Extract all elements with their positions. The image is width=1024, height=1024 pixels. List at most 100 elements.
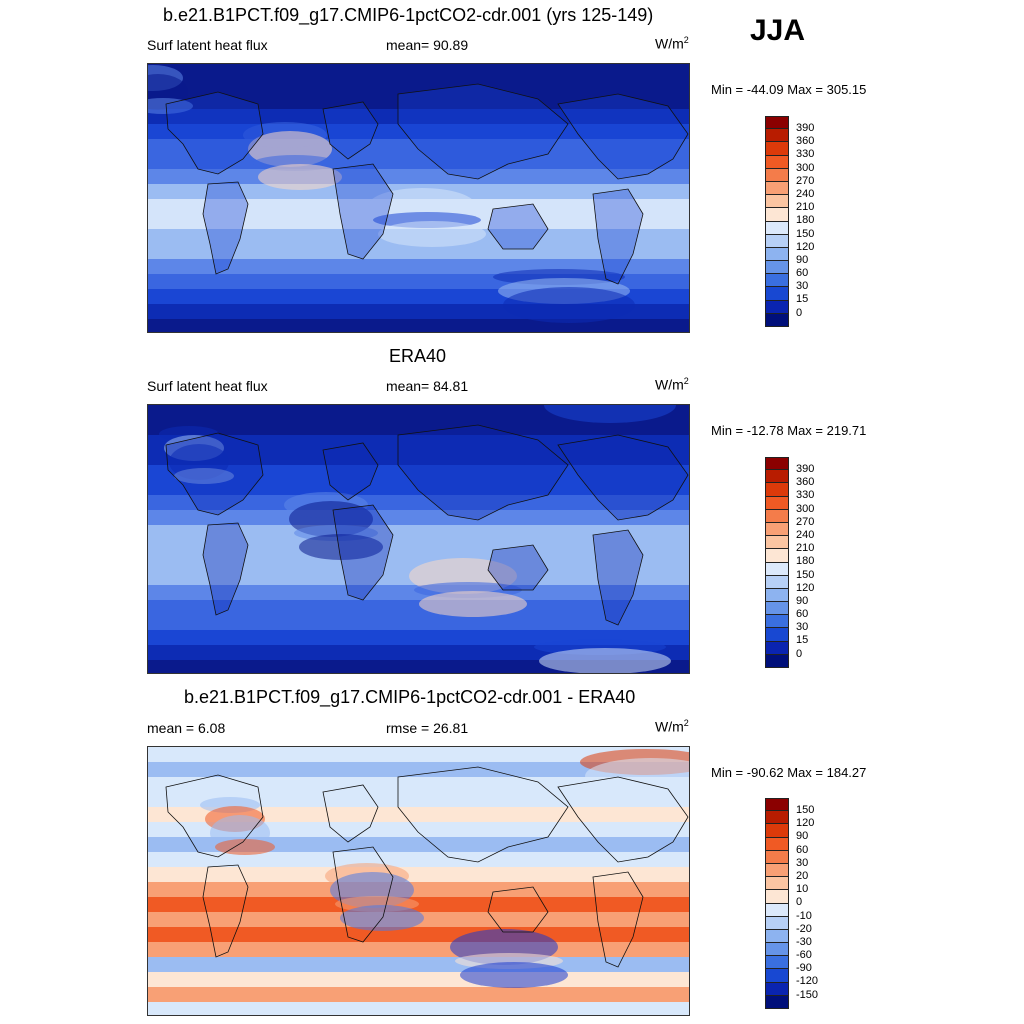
panel-3-mean: mean = 6.08: [147, 720, 226, 736]
colorbar-tick-label: 210: [796, 201, 815, 214]
colorbar-tick-label: 90: [796, 594, 809, 607]
field-band: [148, 852, 689, 868]
colorbar-swatch: [765, 575, 789, 589]
panel-3-map-svg: [148, 747, 689, 1015]
colorbar-tick-label: 20: [796, 869, 809, 882]
panel-2-map-svg: [148, 405, 689, 673]
panel-1-colorbar: [765, 116, 789, 327]
colorbar-tick-label: 120: [796, 581, 815, 594]
coastline: [165, 774, 264, 858]
colorbar-tick-label: 30: [796, 280, 809, 293]
field-patch: [539, 648, 671, 673]
colorbar-swatch: [765, 850, 789, 864]
colorbar-tick-label: 90: [796, 830, 809, 843]
colorbar-tick-label: 10: [796, 883, 809, 896]
field-band: [148, 540, 689, 556]
colorbar-tick-label: 240: [796, 187, 815, 200]
colorbar-swatch: [765, 116, 789, 130]
colorbar-tick-label: 180: [796, 555, 815, 568]
field-patch: [544, 405, 676, 423]
colorbar-tick-label: 0: [796, 647, 803, 660]
colorbar-swatch: [765, 247, 789, 262]
coastline: [332, 504, 394, 601]
panel-3-colorbar: [765, 798, 789, 1009]
coastline: [487, 544, 549, 591]
colorbar-swatch: [765, 641, 789, 655]
panel-2-units: W/m2: [655, 376, 689, 393]
colorbar-swatch: [765, 562, 789, 576]
panel-2-title: ERA40: [389, 346, 447, 366]
colorbar-tick-label: 240: [796, 528, 815, 541]
colorbar-swatch: [765, 654, 789, 668]
colorbar-tick-label: 60: [796, 843, 809, 856]
field-patch: [174, 468, 234, 484]
colorbar-tick-label: 30: [796, 856, 809, 869]
colorbar-swatch: [765, 313, 789, 327]
panel-1-minmax: Min = -44.09 Max = 305.15: [711, 82, 867, 97]
field-band: [148, 94, 689, 110]
colorbar-swatch: [765, 509, 789, 523]
colorbar-swatch: [765, 142, 789, 156]
colorbar-swatch: [765, 536, 789, 550]
colorbar-tick-label: 30: [796, 621, 809, 634]
colorbar-swatch: [765, 155, 789, 169]
colorbar-swatch: [765, 628, 789, 642]
field-band: [148, 1002, 689, 1015]
field-band: [148, 495, 689, 511]
colorbar-tick-label: 330: [796, 489, 815, 502]
field-band: [148, 987, 689, 1003]
field-band: [148, 762, 689, 778]
colorbar-swatch: [765, 300, 789, 314]
colorbar-swatch: [765, 929, 789, 944]
colorbar-swatch: [765, 483, 789, 497]
colorbar-swatch: [765, 824, 789, 838]
panel-3-units: W/m2: [655, 718, 689, 735]
colorbar-swatch: [765, 615, 789, 629]
panel-1-map: [147, 63, 690, 333]
field-patch: [585, 758, 689, 794]
colorbar-swatch: [765, 129, 789, 143]
field-patch: [299, 534, 383, 560]
colorbar-tick-label: -10: [796, 909, 812, 922]
colorbar-swatch: [765, 969, 789, 983]
colorbar-swatch: [765, 916, 789, 930]
colorbar-tick-label: 390: [796, 122, 815, 134]
panel-3-map: [147, 746, 690, 1016]
colorbar-tick-label: -150: [796, 988, 819, 1001]
colorbar-tick-label: 0: [796, 306, 803, 319]
coastline: [487, 886, 549, 933]
colorbar-tick-label: 360: [796, 135, 815, 148]
field-band: [148, 525, 689, 541]
field-patch: [215, 839, 275, 855]
field-band: [148, 465, 689, 481]
colorbar-swatch: [765, 837, 789, 851]
colorbar-swatch: [765, 457, 789, 471]
colorbar-swatch: [765, 208, 789, 222]
coastline: [592, 871, 644, 968]
panel-2-map: [147, 404, 690, 674]
panel-2-variable-label: Surf latent heat flux: [147, 378, 268, 394]
colorbar-tick-label: 390: [796, 463, 815, 475]
colorbar-tick-label: 150: [796, 568, 815, 581]
field-patch: [503, 287, 635, 323]
colorbar-tick-label: 120: [796, 240, 815, 253]
colorbar-swatch: [765, 602, 789, 616]
colorbar-swatch: [765, 181, 789, 196]
colorbar-swatch: [765, 798, 789, 812]
coastline: [592, 188, 644, 285]
colorbar-tick-label: 300: [796, 502, 815, 515]
coastline: [322, 784, 379, 843]
colorbar-swatch: [765, 221, 789, 235]
colorbar-swatch: [765, 877, 789, 891]
colorbar-swatch: [765, 956, 789, 970]
field-band: [148, 777, 689, 793]
coastline: [322, 101, 379, 160]
colorbar-tick-label: 150: [796, 227, 815, 240]
field-band: [148, 510, 689, 526]
field-patch: [258, 164, 342, 190]
colorbar-swatch: [765, 890, 789, 904]
field-band: [148, 79, 689, 95]
field-patch: [460, 962, 568, 988]
colorbar-swatch: [765, 863, 789, 878]
panel-3-minmax: Min = -90.62 Max = 184.27: [711, 765, 867, 780]
